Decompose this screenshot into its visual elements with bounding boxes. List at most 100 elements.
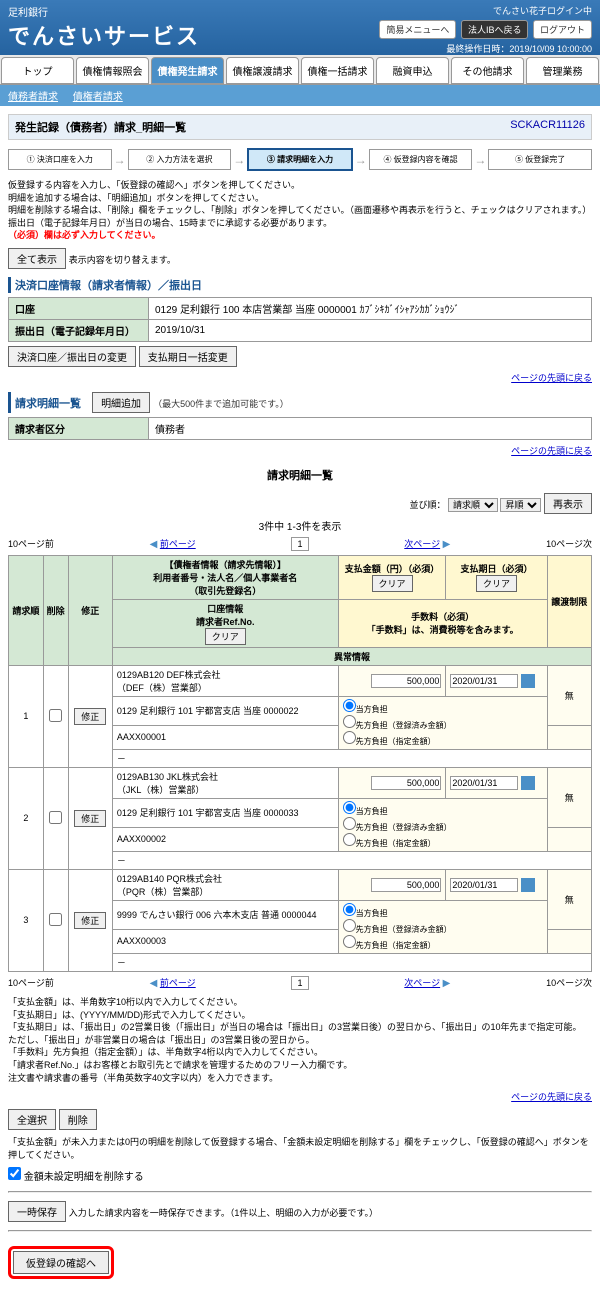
row-delete-checkbox[interactable] [49, 709, 62, 722]
pager-prev[interactable]: 前ページ [160, 539, 196, 549]
tab-issue[interactable]: 債権発生請求 [151, 57, 224, 84]
save-draft-button[interactable]: 一時保存 [8, 1201, 66, 1222]
show-all-button[interactable]: 全て表示 [8, 248, 66, 269]
arrow-icon: → [355, 153, 367, 167]
pager-top: 10ページ前 ◀ 前ページ 1 次ページ ▶ 10ページ次 [8, 537, 592, 551]
duedate-input[interactable] [450, 878, 518, 892]
resort-button[interactable]: 再表示 [544, 493, 592, 514]
delete-unset-label: 金額未設定明細を削除する [24, 1172, 144, 1183]
user-info: でんさい花子ログイン中 簡易メニューへ 法人IBへ戻る ログアウト 最終操作日時… [377, 4, 592, 55]
delete-button[interactable]: 削除 [59, 1109, 97, 1130]
select-all-button[interactable]: 全選択 [8, 1109, 56, 1130]
page-current: 1 [291, 537, 308, 551]
restrict-value: 無 [547, 767, 591, 827]
subnav-debtor[interactable]: 債務者請求 [8, 92, 58, 103]
fee-radio[interactable] [343, 817, 356, 830]
ref-no: AAXX00003 [112, 929, 338, 953]
row-no: 1 [9, 665, 44, 767]
checkbox-note: 「支払金額」が未入力または0円の明細を削除して仮登録する場合、「金額未設定明細を… [8, 1136, 592, 1161]
clear-ref-button[interactable]: クリア [205, 628, 246, 645]
irregular-info: － [112, 953, 591, 971]
sort-field-select[interactable]: 請求順 [448, 498, 498, 512]
calendar-icon[interactable] [521, 776, 535, 790]
sub-nav: 債務者請求 債権者請求 [0, 85, 600, 106]
prev-icon: ◀ [150, 539, 158, 550]
tab-other[interactable]: その他請求 [451, 57, 524, 84]
confirm-highlight: 仮登録の確認へ [8, 1246, 114, 1279]
irregular-info: － [112, 749, 591, 767]
step-5: ⑤ 仮登録完了 [488, 149, 592, 170]
fee-radio[interactable] [343, 801, 356, 814]
clear-amount-button[interactable]: クリア [372, 575, 413, 592]
row-delete-checkbox[interactable] [49, 811, 62, 824]
amount-input[interactable] [371, 674, 441, 688]
pager-next10: 10ページ次 [546, 537, 592, 550]
back-to-top-link[interactable]: ページの先頭に戻る [511, 446, 592, 456]
step-4: ④ 仮登録内容を確認 [369, 149, 473, 170]
tab-admin[interactable]: 管理業務 [526, 57, 599, 84]
add-detail-button[interactable]: 明細追加 [92, 392, 150, 413]
pager-next[interactable]: 次ページ [404, 539, 440, 549]
row-no: 3 [9, 869, 44, 971]
restrict-value: 無 [547, 869, 591, 929]
row-edit-button[interactable]: 修正 [74, 810, 106, 827]
step-indicator: ① 決済口座を入力 → ② 入力方法を選択 → ③ 請求明細を入力 → ④ 仮登… [8, 148, 592, 171]
timestamp: 最終操作日時：2019/10/09 10:00:00 [377, 42, 592, 55]
row-edit-button[interactable]: 修正 [74, 912, 106, 929]
sort-controls: 並び順： 請求順 昇順 再表示 [8, 493, 592, 514]
subnav-creditor[interactable]: 債権者請求 [73, 92, 123, 103]
pager-bottom: 10ページ前 ◀ 前ページ 1 次ページ ▶ 10ページ次 [8, 976, 592, 990]
tab-top[interactable]: トップ [1, 57, 74, 84]
row-delete-checkbox[interactable] [49, 913, 62, 926]
duedate-input[interactable] [450, 776, 518, 790]
pager-prev[interactable]: 前ページ [160, 978, 196, 988]
calendar-icon[interactable] [521, 674, 535, 688]
clear-due-button[interactable]: クリア [476, 575, 517, 592]
logout-button[interactable]: ログアウト [533, 20, 592, 39]
back-to-top-link[interactable]: ページの先頭に戻る [511, 1092, 592, 1102]
corp-ib-button[interactable]: 法人IBへ戻る [461, 20, 529, 39]
step-1: ① 決済口座を入力 [8, 149, 112, 170]
change-duedate-button[interactable]: 支払期日一括変更 [139, 346, 237, 367]
irregular-info: － [112, 851, 591, 869]
restrict-value: 無 [547, 665, 591, 725]
step-3: ③ 請求明細を入力 [247, 148, 353, 171]
fee-radio[interactable] [343, 833, 356, 846]
creditor-name: 0129AB130 JKL株式会社（JKL（株）営業部） [112, 767, 338, 798]
back-to-top-link[interactable]: ページの先頭に戻る [511, 373, 592, 383]
simple-menu-button[interactable]: 簡易メニューへ [379, 20, 456, 39]
tab-batch[interactable]: 債権一括請求 [301, 57, 374, 84]
arrow-icon: → [474, 153, 486, 167]
fee-radio[interactable] [343, 699, 356, 712]
fee-radio[interactable] [343, 731, 356, 744]
list-title: 請求明細一覧 [8, 467, 592, 483]
pager-prev10: 10ページ前 [8, 537, 54, 550]
fee-radio[interactable] [343, 715, 356, 728]
fee-radio[interactable] [343, 935, 356, 948]
row-edit-button[interactable]: 修正 [74, 708, 106, 725]
amount-input[interactable] [371, 878, 441, 892]
sort-order-select[interactable]: 昇順 [500, 498, 541, 512]
section-account: 決済口座情報（請求者情報）／振出日 [8, 277, 592, 293]
fee-radio[interactable] [343, 903, 356, 916]
calendar-icon[interactable] [521, 878, 535, 892]
ref-no: AAXX00001 [112, 725, 338, 749]
instructions: 仮登録する内容を入力し、「仮登録の確認へ」ボタンを押してください。 明細を追加す… [8, 179, 592, 242]
next-icon: ▶ [443, 539, 451, 550]
change-account-button[interactable]: 決済口座／振出日の変更 [8, 346, 136, 367]
amount-input[interactable] [371, 776, 441, 790]
page-title-bar: 発生記録（債務者）請求_明細一覧 SCKACR11126 [8, 114, 592, 140]
page-title: 発生記録（債務者）請求_明細一覧 [15, 119, 186, 135]
duedate-input[interactable] [450, 674, 518, 688]
account-info: 0129 足利銀行 101 宇都宮支店 当座 0000033 [112, 798, 338, 827]
delete-unset-checkbox[interactable] [8, 1167, 21, 1180]
account-table: 口座0129 足利銀行 100 本店営業部 当座 0000001 ｶﾌﾞｼｷｶﾞ… [8, 297, 592, 342]
fee-radio[interactable] [343, 919, 356, 932]
confirm-button[interactable]: 仮登録の確認へ [13, 1251, 109, 1274]
pager-next[interactable]: 次ページ [404, 978, 440, 988]
tab-finance[interactable]: 融資申込 [376, 57, 449, 84]
tab-transfer[interactable]: 債権譲渡請求 [226, 57, 299, 84]
account-info: 9999 でんさい銀行 006 六本木支店 普通 0000044 [112, 900, 338, 929]
tab-inquiry[interactable]: 債権情報照会 [76, 57, 149, 84]
fee-radios: 当方負担先方負担（登録済み金額）先方負担（指定金額） [338, 900, 547, 953]
